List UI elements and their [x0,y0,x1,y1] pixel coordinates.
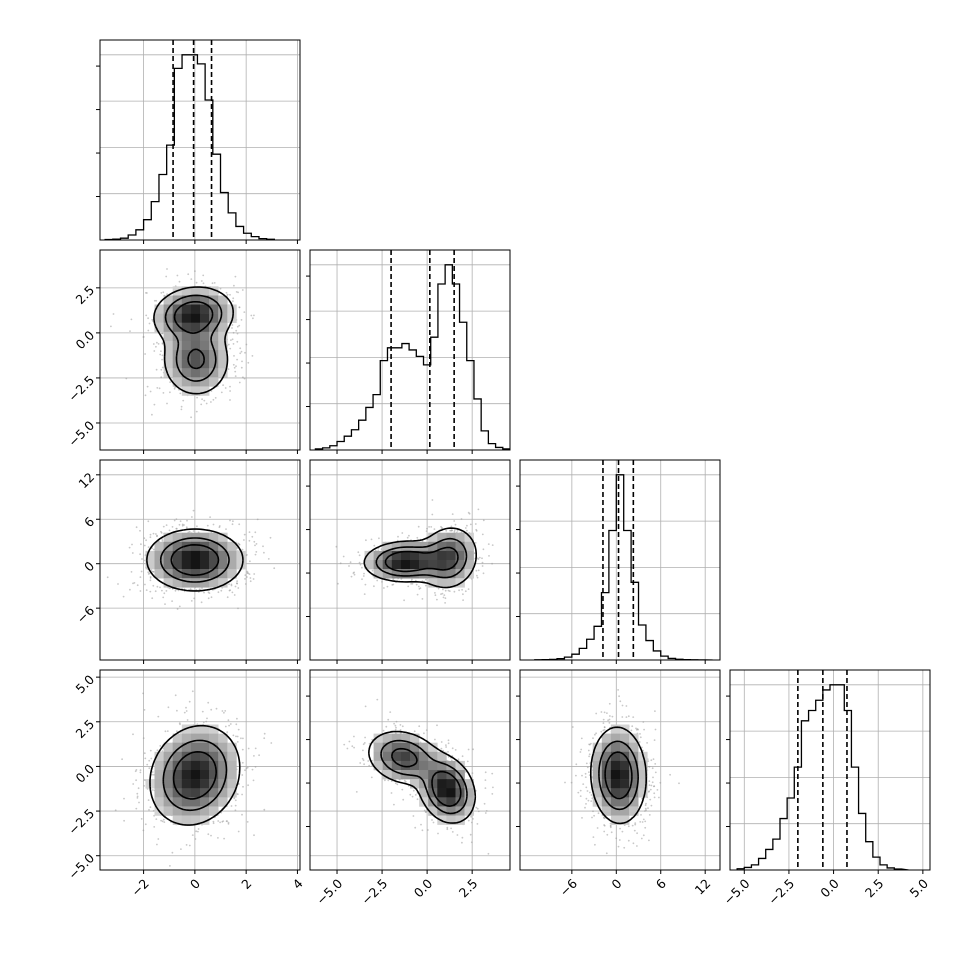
panel-frame [519,669,721,871]
x-tick-label: −2.5 [358,876,390,908]
density-contours [153,286,234,395]
x-tick-label: −2.5 [765,876,797,908]
density-cells [145,724,237,825]
panel-frame [729,669,931,871]
x-tick-label: 2.5 [862,876,887,901]
y-tick-label: 0.0 [73,761,98,786]
panel-frame [309,669,511,871]
x-tick-label: 12 [692,876,714,898]
panel-frame [309,459,511,661]
panel-frame [99,39,301,241]
panel-frame [99,459,301,661]
scatter-panel-2-0 [96,459,301,664]
panel-frame [99,669,301,871]
scatter-panel-3-1 [306,669,511,874]
x-tick-label: 2.5 [456,876,481,901]
y-tick-label: −2.5 [65,373,97,405]
y-tick-label: 5.0 [73,672,98,697]
panel-frame [519,459,721,661]
x-tick-label: 0 [187,876,203,892]
density-contours [149,724,241,826]
x-tick-label: 0.0 [411,876,436,901]
y-tick-label: −5.0 [65,418,97,450]
hist-panel-0 [96,39,301,244]
density-contours [363,527,477,589]
x-tick-label: −6 [557,876,581,900]
y-tick-label: 6 [81,514,97,530]
y-tick-label: −6 [74,603,98,627]
x-tick-label: −5.0 [721,876,753,908]
density-contours [146,528,244,592]
y-tick-label: −2.5 [65,806,97,838]
histogram-step [736,684,909,870]
density-contours [590,726,647,825]
scatter-panel-3-2 [516,669,721,874]
scatter-panel-2-1 [306,459,511,664]
y-tick-label: −5.0 [65,850,97,882]
y-tick-label: 12 [75,469,97,491]
histogram-step [314,264,510,450]
scatter-panel-3-0 [96,669,301,874]
y-tick-label: 0 [81,558,97,574]
histogram-step [104,54,276,240]
panel-frame [309,249,511,451]
y-tick-label: 2.5 [73,716,98,741]
x-tick-label: −5.0 [313,876,345,908]
density-contours [368,730,477,824]
x-tick-label: 6 [653,876,669,892]
y-tick-label: 0.0 [73,327,98,352]
y-tick-label: 2.5 [73,282,98,307]
hist-panel-2 [516,459,721,664]
x-tick-label: 0 [608,876,624,892]
panel-frame [99,249,301,451]
histogram-step [534,474,713,660]
hist-panel-1 [306,249,511,454]
x-tick-label: 5.0 [906,876,931,901]
x-tick-label: 2 [238,876,254,892]
scatter-panel-1-0 [96,249,301,454]
density-cells [364,532,474,588]
x-tick-label: 4 [290,876,306,892]
x-tick-label: −2 [128,876,152,900]
hist-panel-3 [726,669,931,874]
x-tick-label: 0.0 [817,876,842,901]
